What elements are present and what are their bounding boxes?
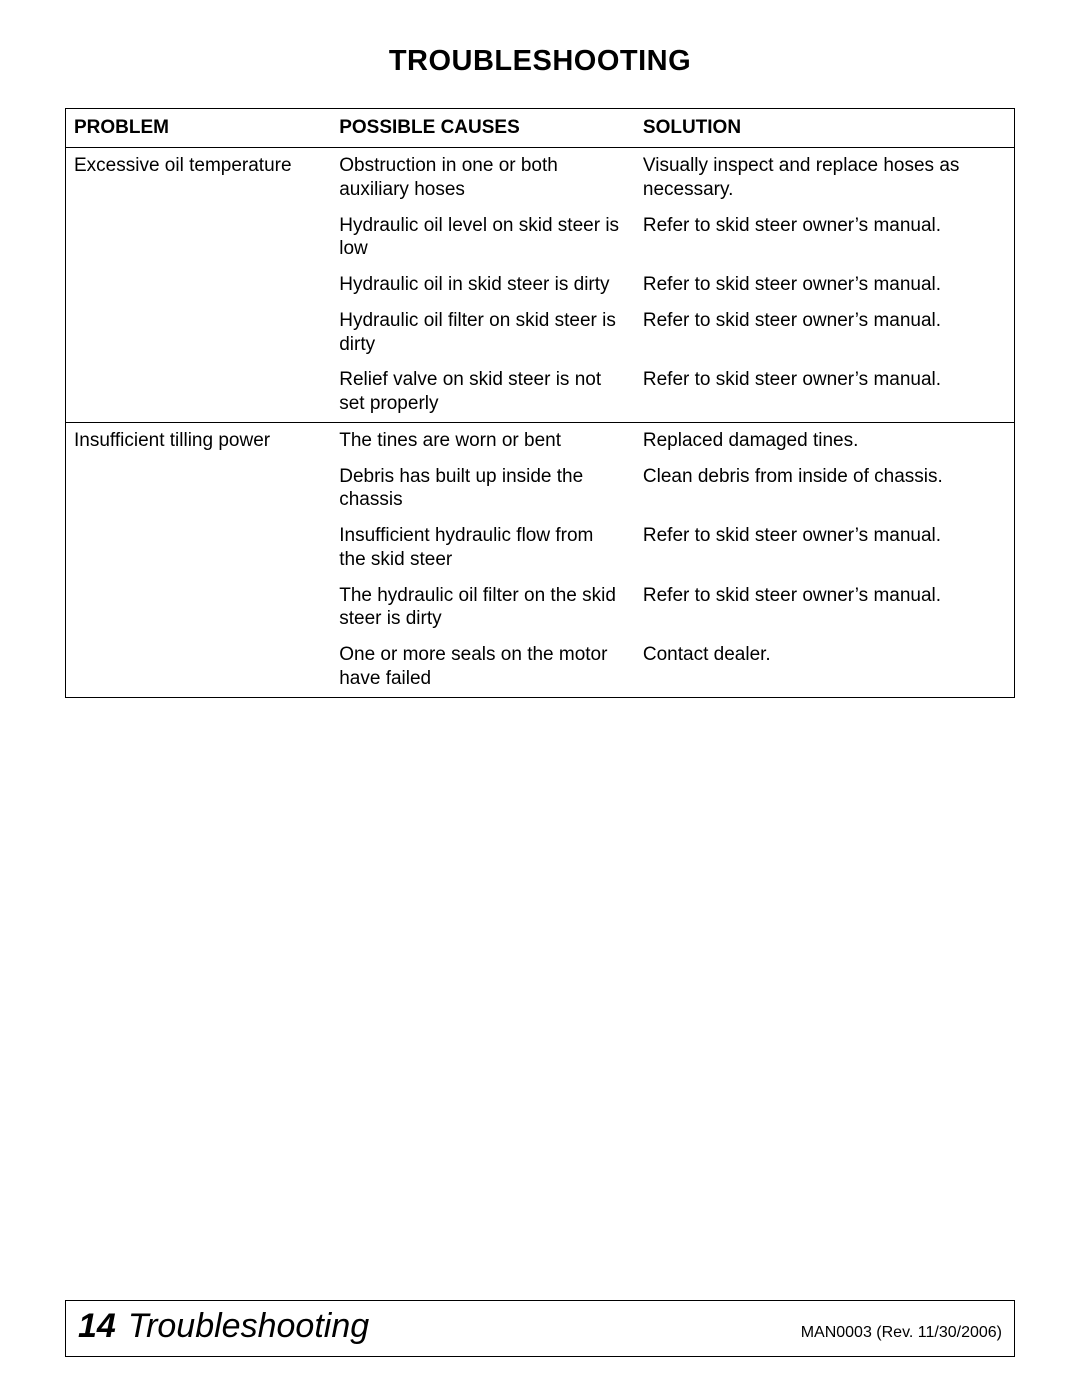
- footer-revision: MAN0003 (Rev. 11/30/2006): [801, 1324, 1002, 1342]
- document-page: TROUBLESHOOTING PROBLEM POSSIBLE CAUSES …: [0, 0, 1080, 1397]
- cause-cell: Relief valve on skid steer is not set pr…: [331, 362, 635, 422]
- solution-cell: Clean debris from inside of chassis.: [635, 459, 1015, 519]
- footer-section-title: Troubleshooting: [128, 1307, 369, 1346]
- cause-cell: Insufficient hydraulic flow from the ski…: [331, 518, 635, 578]
- header-solution: SOLUTION: [635, 109, 1015, 148]
- cause-cell: Debris has built up inside the chassis: [331, 459, 635, 519]
- problem-cell: Insufficient tilling power: [66, 422, 332, 697]
- table-header-row: PROBLEM POSSIBLE CAUSES SOLUTION: [66, 109, 1015, 148]
- solution-cell: Refer to skid steer owner’s manual.: [635, 362, 1015, 422]
- cause-cell: The hydraulic oil filter on the skid ste…: [331, 578, 635, 638]
- solution-cell: Refer to skid steer owner’s manual.: [635, 303, 1015, 363]
- solution-cell: Replaced damaged tines.: [635, 422, 1015, 458]
- cause-cell: Hydraulic oil in skid steer is dirty: [331, 267, 635, 303]
- solution-cell: Refer to skid steer owner’s manual.: [635, 518, 1015, 578]
- solution-cell: Refer to skid steer owner’s manual.: [635, 208, 1015, 268]
- footer-left: 14 Troubleshooting: [78, 1307, 369, 1346]
- page-title: TROUBLESHOOTING: [65, 45, 1015, 78]
- solution-cell: Contact dealer.: [635, 637, 1015, 697]
- cause-cell: Obstruction in one or both auxiliary hos…: [331, 148, 635, 208]
- solution-cell: Refer to skid steer owner’s manual.: [635, 267, 1015, 303]
- problem-cell: Excessive oil temperature: [66, 148, 332, 423]
- troubleshooting-table: PROBLEM POSSIBLE CAUSES SOLUTION Excessi…: [65, 108, 1015, 698]
- table-row: Excessive oil temperatureObstruction in …: [66, 148, 1015, 208]
- cause-cell: The tines are worn or bent: [331, 422, 635, 458]
- solution-cell: Visually inspect and replace hoses as ne…: [635, 148, 1015, 208]
- cause-cell: Hydraulic oil filter on skid steer is di…: [331, 303, 635, 363]
- header-problem: PROBLEM: [66, 109, 332, 148]
- cause-cell: One or more seals on the motor have fail…: [331, 637, 635, 697]
- footer-page-number: 14: [78, 1307, 116, 1346]
- header-cause: POSSIBLE CAUSES: [331, 109, 635, 148]
- page-footer: 14 Troubleshooting MAN0003 (Rev. 11/30/2…: [65, 1300, 1015, 1357]
- table-row: Insufficient tilling powerThe tines are …: [66, 422, 1015, 458]
- solution-cell: Refer to skid steer owner’s manual.: [635, 578, 1015, 638]
- cause-cell: Hydraulic oil level on skid steer is low: [331, 208, 635, 268]
